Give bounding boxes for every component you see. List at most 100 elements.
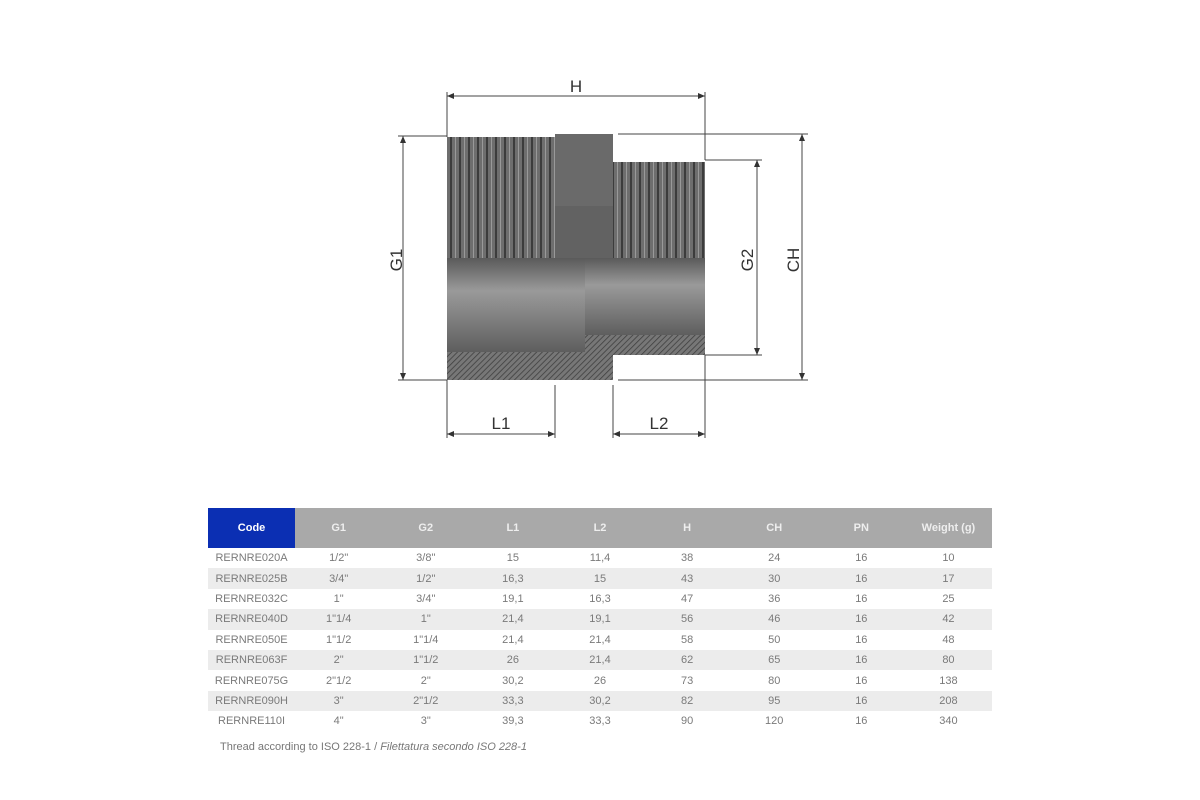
table-cell: 16,3: [589, 592, 611, 605]
g1-thread: [447, 137, 555, 258]
table-cell: 1"1/4: [295, 609, 383, 630]
table-cell: 1": [333, 592, 344, 605]
table-cell: 30: [730, 568, 818, 589]
table-cell: 16: [855, 552, 868, 565]
table-cell: 3": [295, 690, 383, 712]
table-row: RERNRE090H 3" 2"1/2 33,3 30,2 82 95 16 208: [208, 690, 992, 712]
table-cell: 16: [855, 592, 868, 605]
table-cell: 16,3: [469, 568, 557, 589]
dim-label-g2: G2: [738, 249, 757, 272]
table-cell: 138: [939, 674, 958, 687]
table-cell: 16: [855, 674, 868, 687]
technical-drawing: H G1 G2 CH L1 L2: [387, 77, 808, 438]
table-cell: 16: [855, 633, 868, 646]
dim-label-h: H: [570, 77, 582, 96]
table-cell: 1/2": [382, 568, 470, 589]
table-cell: 21,4: [502, 633, 524, 646]
table-cell: RERNRE090H: [208, 690, 296, 712]
table-cell: 36: [768, 592, 781, 605]
table-cell: 30,2: [556, 690, 644, 712]
dim-label-l2: L2: [650, 414, 669, 433]
table-cell: 90: [680, 715, 694, 728]
table-cell: 39,3: [502, 715, 524, 728]
table-cell: 82: [643, 690, 731, 712]
table-cell: 16: [855, 715, 868, 728]
column-header: G1: [295, 508, 383, 548]
table-cell: 11,4: [589, 552, 611, 565]
table-cell: 208: [904, 690, 992, 712]
column-header: CH: [730, 508, 818, 548]
table-cell: 95: [730, 690, 818, 712]
table-cell: 80: [904, 649, 992, 671]
dim-label-ch: CH: [784, 248, 803, 273]
column-header: Code: [208, 508, 296, 548]
table-cell: 21,4: [556, 649, 644, 671]
table-cell: 33,3: [469, 690, 557, 712]
table-cell: 65: [730, 649, 818, 671]
table-cell: 2": [420, 674, 431, 687]
table-cell: 3": [420, 715, 431, 728]
table-cell: 21,4: [469, 609, 557, 630]
table-cell: 42: [904, 609, 992, 630]
table-cell: 3/4": [295, 568, 383, 589]
table-cell: 10: [942, 552, 955, 565]
table-cell: 80: [768, 674, 781, 687]
table-cell: RERNRE040D: [208, 609, 296, 630]
table-row: RERNRE020A 1/2" 3/8" 15 11,4 38 24 16 10: [208, 548, 992, 568]
table-row: RERNRE063F 2" 1"1/2 26 21,4 62 65 16 80: [208, 649, 992, 671]
dim-label-g1: G1: [387, 249, 406, 272]
footnote: Thread according to ISO 228-1 / Filettat…: [220, 741, 527, 753]
table-cell: 47: [680, 592, 694, 605]
table-row: RERNRE075G 2"1/2 2" 30,2 26 73 80 16 138: [208, 670, 992, 690]
table-cell: 50: [768, 633, 781, 646]
table-cell: RERNRE063F: [208, 649, 296, 671]
section-hatch: [447, 335, 705, 380]
column-header: G2: [382, 508, 470, 548]
table-cell: 2"1/2: [326, 674, 352, 687]
dim-label-l1: L1: [492, 414, 511, 433]
table-cell: 38: [680, 552, 694, 565]
footnote-italic: Filettatura secondo ISO 228-1: [380, 741, 527, 753]
table-row: RERNRE025B 3/4" 1/2" 16,3 15 43 30 16 17: [208, 568, 992, 589]
dimensions-table: Code G1 G2 L1 L2 H CH PN Weight (g) RERNRE020A 1/…: [208, 508, 992, 732]
table-cell: RERNRE110I: [218, 715, 286, 728]
column-header: H: [643, 508, 731, 548]
table-cell: 56: [643, 609, 731, 630]
hex-lower: [555, 206, 613, 258]
table-cell: 25: [942, 592, 955, 605]
table-cell: 48: [942, 633, 955, 646]
table-cell: 1/2": [329, 552, 349, 565]
table-cell: 2": [295, 649, 383, 671]
table-cell: 16: [817, 649, 905, 671]
column-header: L2: [556, 508, 644, 548]
fitting-part: [447, 134, 705, 380]
column-header: L1: [469, 508, 557, 548]
table-cell: 1"1/2: [326, 633, 352, 646]
table-cell: 16: [817, 690, 905, 712]
table-cell: 340: [939, 715, 958, 728]
table-cell: 19,1: [556, 609, 644, 630]
column-header: Weight (g): [904, 508, 992, 548]
g1-bore: [447, 258, 585, 352]
hex-upper: [555, 134, 613, 206]
table-cell: 4": [333, 715, 344, 728]
table-cell: 17: [904, 568, 992, 589]
table-cell: RERNRE032C: [215, 592, 288, 605]
table-cell: 15: [556, 568, 644, 589]
table-cell: 1"1/4: [413, 633, 439, 646]
column-header: PN: [817, 508, 905, 548]
table-cell: 43: [643, 568, 731, 589]
table-cell: 3/4": [416, 592, 436, 605]
table-cell: 1": [382, 609, 470, 630]
table-cell: 46: [730, 609, 818, 630]
table-cell: 16: [817, 568, 905, 589]
table-cell: 16: [817, 609, 905, 630]
table-cell: 19,1: [502, 592, 524, 605]
table-cell: RERNRE025B: [208, 568, 296, 589]
table-row: RERNRE050E 1"1/2 1"1/4 21,4 21,4 58 50 16 48: [208, 630, 992, 650]
table-cell: 33,3: [589, 715, 611, 728]
table-cell: 26: [593, 674, 607, 687]
table-cell: 1"1/2: [382, 649, 470, 671]
table-cell: RERNRE075G: [214, 674, 289, 687]
table-cell: 3/8": [416, 552, 436, 565]
